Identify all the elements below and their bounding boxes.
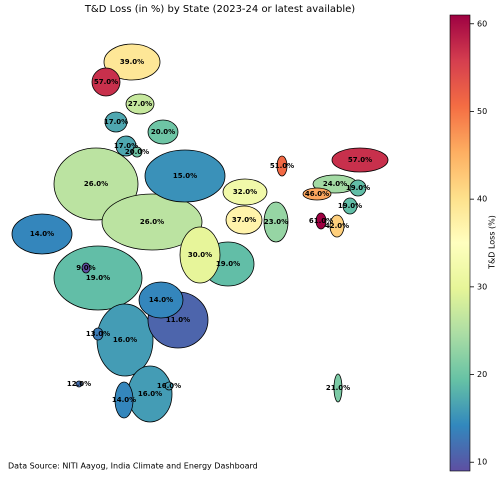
region-value-label: 26.0% bbox=[84, 180, 108, 188]
region-value-label: 30.0% bbox=[188, 251, 212, 259]
colorbar-label: T&D Loss (%) bbox=[488, 215, 497, 270]
regions bbox=[11, 43, 389, 423]
region-value-label: 57.0% bbox=[348, 156, 372, 164]
source-note: Data Source: NITI Aayog, India Climate a… bbox=[8, 462, 258, 471]
region bbox=[138, 281, 184, 319]
region-value-label: 19.0% bbox=[338, 202, 362, 210]
region bbox=[144, 149, 226, 203]
region bbox=[125, 93, 155, 115]
colorbar-tick-label: 20 bbox=[477, 370, 487, 379]
colorbar-tick-label: 10 bbox=[477, 458, 487, 467]
region-value-label: 51.0% bbox=[270, 162, 294, 170]
region bbox=[114, 381, 134, 419]
region bbox=[92, 327, 104, 341]
region-value-label: 23.0% bbox=[264, 218, 288, 226]
region bbox=[302, 187, 332, 201]
colorbar-tick-label: 50 bbox=[477, 107, 487, 116]
region bbox=[315, 212, 327, 230]
region bbox=[131, 146, 143, 158]
region-value-label: 14.0% bbox=[30, 230, 54, 238]
region-value-label: 61.0% bbox=[309, 217, 333, 225]
colorbar-tick-label: 30 bbox=[477, 282, 487, 291]
region-labels: 39.0%57.0%27.0%17.0%20.0%17.0%20.0%26.0%… bbox=[30, 58, 372, 404]
region bbox=[115, 135, 137, 157]
region-value-label: 20.0% bbox=[151, 128, 175, 136]
region-value-label: 16.0% bbox=[113, 336, 137, 344]
region bbox=[147, 119, 179, 145]
region-value-label: 14.0% bbox=[112, 396, 136, 404]
region-value-label: 21.0% bbox=[326, 384, 350, 392]
region bbox=[91, 67, 121, 97]
region-value-label: 12.0% bbox=[67, 380, 91, 388]
region-value-label: 19.0% bbox=[216, 260, 240, 268]
region bbox=[342, 197, 358, 215]
region-value-label: 19.0% bbox=[346, 184, 370, 192]
region bbox=[164, 381, 174, 391]
region bbox=[103, 43, 161, 81]
region-value-label: 17.0% bbox=[104, 118, 128, 126]
region bbox=[179, 226, 221, 284]
colorbar bbox=[449, 14, 471, 472]
region-value-label: 13.0% bbox=[86, 330, 110, 338]
region-value-label: 16.0% bbox=[138, 390, 162, 398]
region bbox=[329, 214, 345, 238]
region-value-label: 16.0% bbox=[157, 382, 181, 390]
region bbox=[225, 205, 263, 235]
region bbox=[333, 373, 343, 403]
colorbar-tick-label: 60 bbox=[477, 19, 487, 28]
region bbox=[53, 245, 143, 311]
region bbox=[81, 262, 91, 274]
region bbox=[263, 201, 289, 243]
region bbox=[349, 179, 367, 197]
region-value-label: 17.0% bbox=[114, 142, 138, 150]
region bbox=[75, 380, 83, 388]
region-value-label: 15.0% bbox=[173, 172, 197, 180]
region bbox=[104, 111, 128, 133]
region-value-label: 42.0% bbox=[325, 222, 349, 230]
region-value-label: 14.0% bbox=[149, 296, 173, 304]
region bbox=[11, 213, 73, 255]
region-value-label: 11.0% bbox=[166, 316, 190, 324]
region-value-label: 19.0% bbox=[86, 274, 110, 282]
region-value-label: 39.0% bbox=[120, 58, 144, 66]
chart-title: T&D Loss (in %) by State (2023-24 or lat… bbox=[84, 4, 355, 15]
region-value-label: 9.0% bbox=[76, 264, 95, 272]
region bbox=[222, 178, 268, 206]
region bbox=[331, 147, 389, 173]
region bbox=[276, 155, 288, 177]
region bbox=[101, 193, 203, 251]
region-value-label: 32.0% bbox=[233, 188, 257, 196]
region-value-label: 26.0% bbox=[140, 218, 164, 226]
region-value-label: 37.0% bbox=[232, 216, 256, 224]
region-value-label: 46.0% bbox=[305, 190, 329, 198]
colorbar-tick-label: 40 bbox=[477, 195, 487, 204]
region-value-label: 57.0% bbox=[94, 78, 118, 86]
region-value-label: 24.0% bbox=[323, 180, 347, 188]
region-value-label: 27.0% bbox=[128, 100, 152, 108]
region-value-label: 20.0% bbox=[125, 148, 149, 156]
